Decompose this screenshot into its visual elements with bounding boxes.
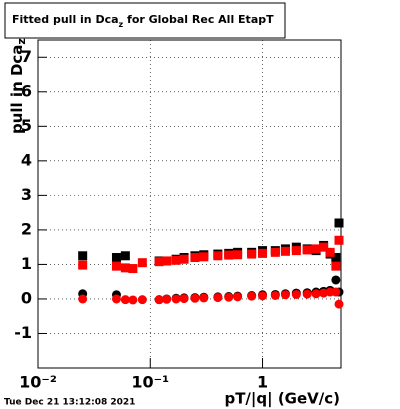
point [331,261,341,271]
point [120,251,130,261]
point [331,275,341,285]
y-tick-label: 4 [21,150,32,169]
point [179,294,189,304]
point [258,291,268,301]
title-part: for Global Rec All EtapT [123,13,274,26]
y-tick-label: 0 [21,288,32,307]
point [78,294,88,304]
y-tick-label: 7 [21,47,32,66]
point [334,235,344,245]
x-tick-label: 10⁻¹ [131,373,169,392]
title-part: Fitted pull in Dca [12,13,119,26]
point [302,245,312,255]
timestamp: Tue Dec 21 13:12:08 2021 [4,398,135,408]
point [213,293,223,303]
point [171,294,181,304]
x-axis-label: pT/|q| (GeV/c) [224,390,340,409]
point [179,254,189,264]
point [270,290,280,300]
y-axis-label: pull in Dcaz [8,38,29,134]
point [258,248,268,258]
point [111,253,121,263]
point [247,291,257,301]
point [190,253,200,263]
point [213,251,223,261]
point [128,295,138,305]
point [311,244,321,254]
point [302,289,312,299]
point [111,294,121,304]
title-box [4,2,286,39]
point [162,294,172,304]
point [334,299,344,309]
point [199,252,209,262]
y-label-part: pull in Dca [8,45,26,134]
point [233,292,243,302]
point [280,290,290,300]
y-tick-label: 3 [21,185,32,204]
point [233,250,243,260]
point [224,250,234,260]
x-tick-label: 1 [257,373,268,392]
point [291,289,301,299]
point [224,292,234,302]
point [171,255,181,265]
point [280,246,290,256]
y-tick-label: 6 [21,81,32,100]
plot-frame [37,39,342,369]
y-tick-label: 1 [21,254,32,273]
point [270,247,280,257]
y-tick-label: 5 [21,116,32,135]
point [311,289,321,299]
y-tick-label: 2 [21,219,32,238]
point [154,295,164,305]
point [291,246,301,256]
point [128,264,138,274]
x-tick-label: 10⁻² [19,373,57,392]
point [137,295,147,305]
point [111,261,121,271]
point [331,253,341,263]
point [78,251,88,261]
point [154,257,164,267]
point [331,287,341,297]
point [162,256,172,266]
point [247,249,257,259]
point [78,260,88,270]
chart-title: Fitted pull in Dcaz for Global Rec All E… [12,13,274,29]
point [319,242,329,252]
point [137,258,147,268]
point [120,263,130,273]
point [334,218,344,228]
point [325,247,335,257]
point [190,293,200,303]
point [120,295,130,305]
y-label-sub: z [15,38,28,44]
y-tick-label: -1 [14,323,32,342]
point [199,293,209,303]
title-sub: z [119,20,124,29]
